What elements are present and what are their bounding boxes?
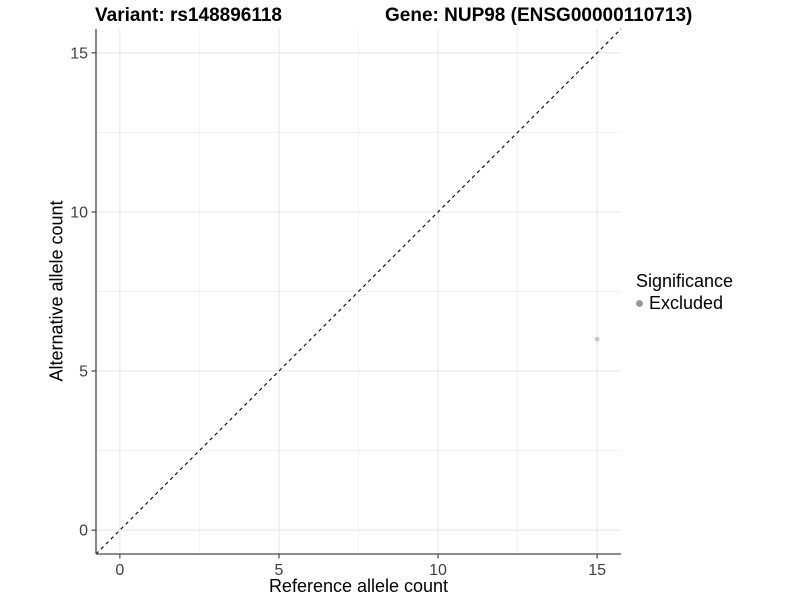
y-axis-title: Alternative allele count [46, 200, 67, 382]
x-tick-label: 5 [275, 562, 284, 579]
x-axis-title: Reference allele count [268, 576, 449, 596]
y-tick-label: 5 [79, 364, 88, 381]
y-tick-label: 0 [79, 523, 88, 540]
legend-item-label: Excluded [649, 293, 724, 313]
y-tick-label: 15 [70, 45, 88, 62]
legend-title: Significance [636, 271, 734, 291]
x-tick-label: 15 [588, 562, 606, 579]
legend-item-excluded: Excluded [636, 293, 733, 313]
plot-title-gene: Gene: NUP98 (ENSG00000110713) [385, 5, 693, 26]
y-tick-label: 10 [70, 204, 88, 221]
x-tick-label: 0 [115, 562, 124, 579]
plot-title-variant: Variant: rs148896118 [95, 5, 282, 26]
legend: Significance Excluded [636, 271, 733, 313]
legend-point-icon [636, 299, 643, 307]
identity-line [95, 28, 622, 555]
data-point [594, 336, 600, 342]
x-tick-label: 10 [429, 562, 447, 579]
